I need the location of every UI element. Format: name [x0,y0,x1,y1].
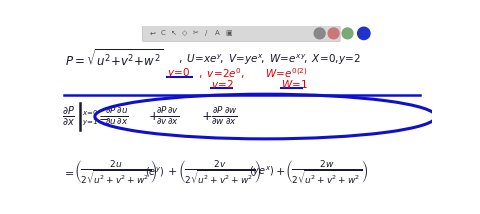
Text: $x\!=\!0$: $x\!=\!0$ [82,108,98,117]
Text: $y\!=\!0$: $y\!=\!0$ [167,66,191,80]
Text: $y\!=\!1$: $y\!=\!1$ [82,117,98,127]
Text: ↩: ↩ [150,30,156,36]
Text: $=$: $=$ [96,110,110,123]
Circle shape [342,28,353,39]
Text: $=$: $=$ [62,167,74,177]
Text: $\frac{\partial P}{\partial x}$: $\frac{\partial P}{\partial x}$ [62,104,75,129]
Text: $+$: $+$ [167,166,177,177]
Text: $(e^y)$: $(e^y)$ [145,165,165,179]
Text: $\frac{\partial P}{\partial u}\frac{\partial u}{\partial x}$: $\frac{\partial P}{\partial u}\frac{\par… [105,106,129,128]
FancyBboxPatch shape [143,25,340,42]
Text: $\left(\dfrac{2v}{2\sqrt{u^2+v^2+w^2}}\right)$: $\left(\dfrac{2v}{2\sqrt{u^2+v^2+w^2}}\r… [178,158,261,186]
Text: $,\ v\!=\!2e^0,$: $,\ v\!=\!2e^0,$ [198,66,245,81]
Text: C: C [161,30,166,36]
Text: $+$: $+$ [201,110,212,123]
Circle shape [358,27,370,40]
Text: ✂: ✂ [192,30,199,36]
Text: $\left(\dfrac{2w}{2\sqrt{u^2+v^2+w^2}}\right)$: $\left(\dfrac{2w}{2\sqrt{u^2+v^2+w^2}}\r… [285,158,368,186]
Text: $(ye^x)$: $(ye^x)$ [249,165,275,179]
Text: ↖: ↖ [171,30,177,36]
Circle shape [314,28,325,39]
Circle shape [328,28,339,39]
Text: $,\ U\!=\!xe^y\!,\ V\!=\!ye^x\!,\ W\!=\!e^{xy}\!,\ X\!=\!0,\!y\!=\!2$: $,\ U\!=\!xe^y\!,\ V\!=\!ye^x\!,\ W\!=\!… [178,52,361,67]
Text: ◇: ◇ [182,30,188,36]
Text: ▣: ▣ [226,30,232,36]
Text: A: A [215,30,220,36]
Text: $W\!=\!1$: $W\!=\!1$ [281,78,308,90]
Text: /: / [205,30,208,36]
Text: $+$: $+$ [276,166,286,177]
Text: $\left(\dfrac{2u}{2\sqrt{u^2+v^2+w^2}}\right)$: $\left(\dfrac{2u}{2\sqrt{u^2+v^2+w^2}}\r… [74,158,157,186]
Text: $\frac{\partial P}{\partial w}\frac{\partial w}{\partial x}$: $\frac{\partial P}{\partial w}\frac{\par… [211,106,238,128]
Text: $P = \sqrt{u^2\!+\!v^2\!+\!w^2}$: $P = \sqrt{u^2\!+\!v^2\!+\!w^2}$ [65,49,163,70]
Text: $W\!=\!e^{0(2)}$: $W\!=\!e^{0(2)}$ [265,67,308,80]
Text: $\frac{\partial P}{\partial v}\frac{\partial v}{\partial x}$: $\frac{\partial P}{\partial v}\frac{\par… [156,106,179,128]
Text: $v\!=\!2$: $v\!=\!2$ [211,78,234,90]
Text: $+$: $+$ [147,110,159,123]
